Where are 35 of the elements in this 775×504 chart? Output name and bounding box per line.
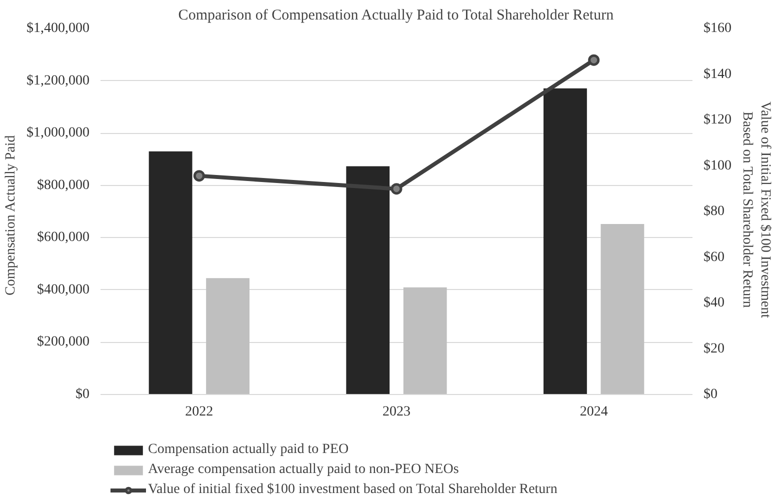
point	[390, 183, 402, 195]
legend-label: Average compensation actually paid to non-PEO NEOs	[148, 462, 459, 478]
point	[588, 54, 600, 66]
bar	[206, 278, 250, 394]
y2-tick-label: $0	[704, 387, 718, 402]
y2-tick-label: $120	[704, 112, 732, 128]
y-tick-label: $200,000	[37, 334, 90, 350]
chart-title: Comparison of Compensation Actually Paid to Total Shareholder Return	[178, 8, 614, 24]
y-tick-label: $600,000	[37, 230, 90, 246]
y2-axis-title: Value of Initial Fixed $100 Investment Based on Total Shareholder Return	[740, 101, 772, 318]
point	[193, 170, 205, 182]
bar	[544, 88, 587, 394]
y-tick-label: $1,200,000	[26, 73, 90, 88]
y2-tick-label: $160	[704, 21, 732, 36]
bar	[148, 151, 192, 394]
y-tick-label: $400,000	[37, 282, 90, 298]
x-tick-label: 2023	[382, 404, 410, 420]
y2-tick-label: $60	[704, 250, 724, 265]
y2-tick-label: $140	[704, 66, 732, 82]
legend-label: Compensation actually paid to PEO	[148, 442, 349, 458]
y2-tick-label: $20	[704, 341, 724, 356]
y2-tick-label: $40	[704, 296, 724, 310]
bar	[403, 287, 447, 394]
y2-tick-label: $100	[704, 158, 732, 174]
x-tick-label: 2022	[185, 404, 214, 420]
bar	[600, 224, 644, 394]
y2-tick-label: $80	[704, 204, 724, 219]
y-tick-label: $1,000,000	[26, 126, 90, 141]
y-tick-label: $0	[76, 387, 90, 402]
y-tick-label: $800,000	[37, 178, 90, 193]
y-axis-title: Compensation Actually Paid	[4, 135, 18, 296]
legend-label: Value of initial fixed $100 investment based on Total Shareholder Return	[148, 482, 558, 498]
y-tick-label: $1,400,000	[26, 21, 90, 36]
bar	[346, 166, 390, 394]
x-tick-label: 2024	[580, 404, 608, 420]
